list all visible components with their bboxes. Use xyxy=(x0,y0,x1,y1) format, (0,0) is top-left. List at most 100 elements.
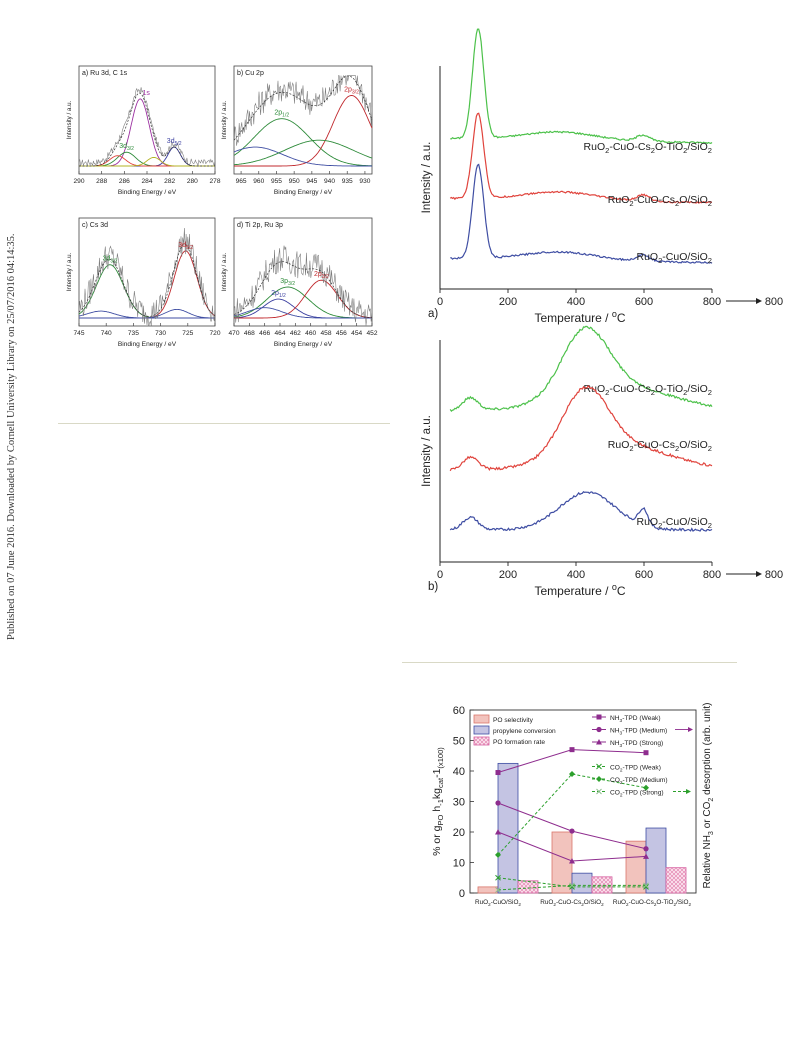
category-label-part: O-TiO xyxy=(656,899,673,906)
plot-frame xyxy=(78,217,216,327)
component-curve xyxy=(79,151,215,167)
y-axis-label-right-part: Relative NH xyxy=(702,835,713,888)
bar-propylene-conversion xyxy=(645,827,667,894)
x-tick-label: 940 xyxy=(324,178,335,185)
x-tick-label: 468 xyxy=(244,330,255,337)
marker-triangle xyxy=(643,853,649,859)
x-tick-label: 456 xyxy=(336,330,347,337)
peak-label-part: 2p xyxy=(271,290,279,297)
series-label-part: RuO xyxy=(636,516,658,528)
bar-propylene-conversion xyxy=(571,872,593,894)
series-label-part: O-TiO xyxy=(655,141,683,153)
y-axis-label-left-part: kg xyxy=(431,788,443,799)
x-tick-label: 470 xyxy=(228,330,239,337)
category-label-part: 2 xyxy=(518,902,521,907)
series-label-part: 2 xyxy=(651,146,655,155)
envelope-curve xyxy=(233,75,373,141)
series-label-part: 2 xyxy=(683,146,687,155)
marker-circle xyxy=(643,846,649,852)
peak-label-part: 3/2 xyxy=(352,89,359,95)
panel-title: d) Ti 2p, Ru 3p xyxy=(237,222,283,229)
series-label-part: 2 xyxy=(658,256,662,265)
legend-label-part: CO xyxy=(610,777,620,784)
category-label-part: 2 xyxy=(601,902,604,907)
y-axis-label-right-part: 2 xyxy=(706,798,715,802)
envelope-curve xyxy=(79,92,215,167)
arrow-head xyxy=(756,571,762,577)
series-label-part: O/SiO xyxy=(679,439,708,451)
bar-propylene-conversion xyxy=(497,762,519,894)
raw-spectrum xyxy=(78,227,216,327)
bar-po-formation-rate xyxy=(665,867,687,894)
series-label-part: RuO xyxy=(636,251,658,263)
legend-swatch xyxy=(473,736,490,746)
series-label-part: RuO xyxy=(584,383,606,395)
xps-panel-c: c) Cs 3d Intensity / a.u. Binding Energy /… xyxy=(66,217,221,348)
y-axis-label-left-part: % or g xyxy=(431,825,443,856)
x-tick-label: 800 xyxy=(703,296,721,308)
category-label-part: -CuO-Cs xyxy=(556,899,581,906)
y-axis-label-right-part: 3 xyxy=(706,831,715,835)
tpd-series-line xyxy=(450,163,713,264)
series-label-part: 2 xyxy=(708,146,712,155)
y-axis-label-left-part: (x100) xyxy=(436,747,445,769)
peak-label: 3d3/2 xyxy=(103,256,118,265)
series-label-part: 2 xyxy=(675,199,679,208)
divider-right xyxy=(402,662,737,663)
legend-arrow-head xyxy=(686,789,691,794)
series-label-part: 2 xyxy=(651,388,655,397)
y-axis-label: Intensity / a.u. xyxy=(221,100,228,139)
x-axis-label-part: C xyxy=(617,311,626,325)
component-curve xyxy=(233,139,373,166)
peak-label-part: 5/2 xyxy=(175,141,182,147)
legend-label-part: 3 xyxy=(620,730,623,736)
legend-label-part: 3 xyxy=(620,718,623,724)
x-tick-label: 745 xyxy=(73,330,84,337)
y-axis-label: Intensity / a.u. xyxy=(221,252,228,291)
x-axis-label: Temperature / oC xyxy=(534,309,625,325)
x-axis-label-part: C xyxy=(617,584,626,598)
legend-label-part: NH xyxy=(610,740,620,747)
marker-square xyxy=(643,750,649,756)
plot-frame xyxy=(233,217,373,327)
peak-label: 3d3/2 xyxy=(119,143,134,152)
y-axis-label-right-part: or CO xyxy=(702,801,713,831)
series-label-part: 2 xyxy=(708,256,712,265)
panel-label: a) xyxy=(428,308,438,320)
tpd-series-line xyxy=(449,112,712,204)
peak-label-part: 5/2 xyxy=(186,245,193,251)
marker-x xyxy=(495,874,501,881)
series-label-part: 2 xyxy=(629,199,633,208)
legend-label-part: -TPD (Medium) xyxy=(622,728,667,735)
legend-label-part: 2 xyxy=(620,792,623,798)
marker-diamond xyxy=(569,771,575,778)
legend-label: PO formation rate xyxy=(493,739,545,746)
x-tick-label: 400 xyxy=(567,569,585,581)
x-tick-label: 600 xyxy=(635,296,653,308)
marker-circle xyxy=(596,726,602,733)
component-curve xyxy=(233,146,372,167)
series-label-part: 2 xyxy=(629,444,633,453)
marker-triangle xyxy=(495,829,501,835)
legend-label: propylene conversion xyxy=(493,728,556,735)
series-label: RuO2-CuO-Cs2O/SiO2 xyxy=(608,194,712,208)
divider-left xyxy=(58,423,390,424)
y-axis-label-left-part: PO xyxy=(436,814,445,825)
category-label: RuO2-CuO-Cs2O-TiO2/SiO2 xyxy=(613,899,692,907)
x-tick-label: 955 xyxy=(271,178,282,185)
x-tick-label: 735 xyxy=(128,330,139,337)
legend-label-part: CO xyxy=(610,790,620,797)
tpd-series-line xyxy=(449,325,713,412)
legend-label: NH3-TPD (Medium) xyxy=(610,728,667,737)
series-label-part: -CuO-Cs xyxy=(634,439,675,451)
series-label-part: 2 xyxy=(605,388,609,397)
series-label-part: 2 xyxy=(658,521,662,530)
x-tick-label: 466 xyxy=(259,330,270,337)
peak-label-part: 3/2 xyxy=(288,281,295,287)
series-label-part: -CuO-Cs xyxy=(609,383,650,395)
series-label: RuO2-CuO-Cs2O-TiO2/SiO2 xyxy=(584,141,712,155)
x-axis-label-part: o xyxy=(612,582,617,592)
peak-label-part: 2p xyxy=(344,86,352,93)
